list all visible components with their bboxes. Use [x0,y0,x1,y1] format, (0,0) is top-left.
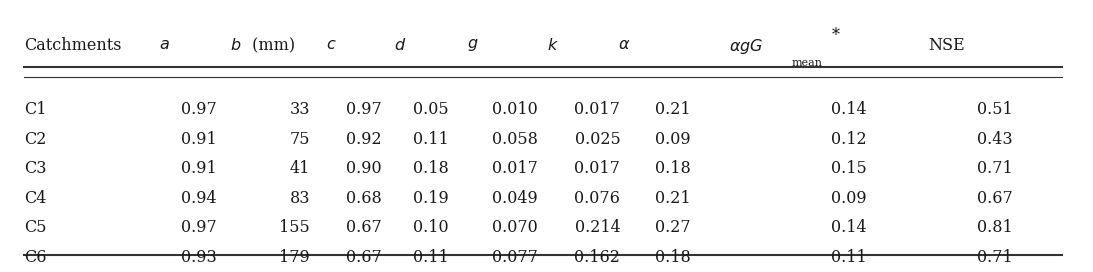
Text: 0.18: 0.18 [655,160,691,177]
Text: 41: 41 [290,160,310,177]
Text: $c$: $c$ [327,38,337,52]
Text: C5: C5 [24,219,46,236]
Text: C6: C6 [24,249,46,266]
Text: 0.68: 0.68 [345,190,381,207]
Text: C4: C4 [24,190,46,207]
Text: 0.11: 0.11 [831,249,867,266]
Text: 0.076: 0.076 [575,190,620,207]
Text: 0.94: 0.94 [181,190,216,207]
Text: 0.90: 0.90 [346,160,381,177]
Text: 0.058: 0.058 [492,131,538,148]
Text: (mm): (mm) [247,38,295,54]
Text: 0.05: 0.05 [413,101,449,119]
Text: C1: C1 [24,101,46,119]
Text: 0.91: 0.91 [181,131,216,148]
Text: $a$: $a$ [160,38,171,52]
Text: 0.97: 0.97 [181,219,216,236]
Text: 0.97: 0.97 [345,101,381,119]
Text: Catchments: Catchments [24,38,121,54]
Text: 0.67: 0.67 [977,190,1013,207]
Text: 0.97: 0.97 [181,101,216,119]
Text: 0.09: 0.09 [831,190,867,207]
Text: 0.19: 0.19 [413,190,449,207]
Text: 0.81: 0.81 [977,219,1013,236]
Text: 0.93: 0.93 [181,249,216,266]
Text: 0.14: 0.14 [831,101,867,119]
Text: 0.049: 0.049 [492,190,538,207]
Text: 0.11: 0.11 [413,249,449,266]
Text: 83: 83 [290,190,310,207]
Text: $k$: $k$ [548,38,559,54]
Text: 0.017: 0.017 [575,101,620,119]
Text: 179: 179 [280,249,310,266]
Text: 0.14: 0.14 [831,219,867,236]
Text: 0.67: 0.67 [345,219,381,236]
Text: *: * [832,27,839,44]
Text: $d$: $d$ [393,38,407,54]
Text: 0.214: 0.214 [575,219,620,236]
Text: 0.43: 0.43 [977,131,1013,148]
Text: 0.67: 0.67 [345,249,381,266]
Text: NSE: NSE [928,38,965,54]
Text: 0.18: 0.18 [413,160,449,177]
Text: C2: C2 [24,131,46,148]
Text: 75: 75 [290,131,310,148]
Text: 0.025: 0.025 [575,131,620,148]
Text: 0.010: 0.010 [492,101,538,119]
Text: 0.10: 0.10 [413,219,449,236]
Text: $\alpha$: $\alpha$ [619,38,631,52]
Text: 0.51: 0.51 [977,101,1013,119]
Text: 0.71: 0.71 [977,160,1013,177]
Text: 0.21: 0.21 [655,190,691,207]
Text: 0.162: 0.162 [575,249,620,266]
Text: 0.18: 0.18 [655,249,691,266]
Text: 0.11: 0.11 [413,131,449,148]
Text: 0.017: 0.017 [492,160,538,177]
Text: 0.017: 0.017 [575,160,620,177]
Text: $\alpha g G$: $\alpha g G$ [729,38,763,57]
Text: 0.71: 0.71 [977,249,1013,266]
Text: C3: C3 [24,160,46,177]
Text: 33: 33 [290,101,310,119]
Text: 0.077: 0.077 [492,249,538,266]
Text: 0.92: 0.92 [346,131,381,148]
Text: 0.15: 0.15 [831,160,867,177]
Text: $b$: $b$ [230,38,242,54]
Text: 0.070: 0.070 [492,219,538,236]
Text: 0.27: 0.27 [655,219,691,236]
Text: 155: 155 [280,219,310,236]
Text: 0.09: 0.09 [655,131,691,148]
Text: mean: mean [791,58,823,68]
Text: 0.12: 0.12 [831,131,867,148]
Text: $g$: $g$ [467,38,479,54]
Text: 0.21: 0.21 [655,101,691,119]
Text: 0.91: 0.91 [181,160,216,177]
